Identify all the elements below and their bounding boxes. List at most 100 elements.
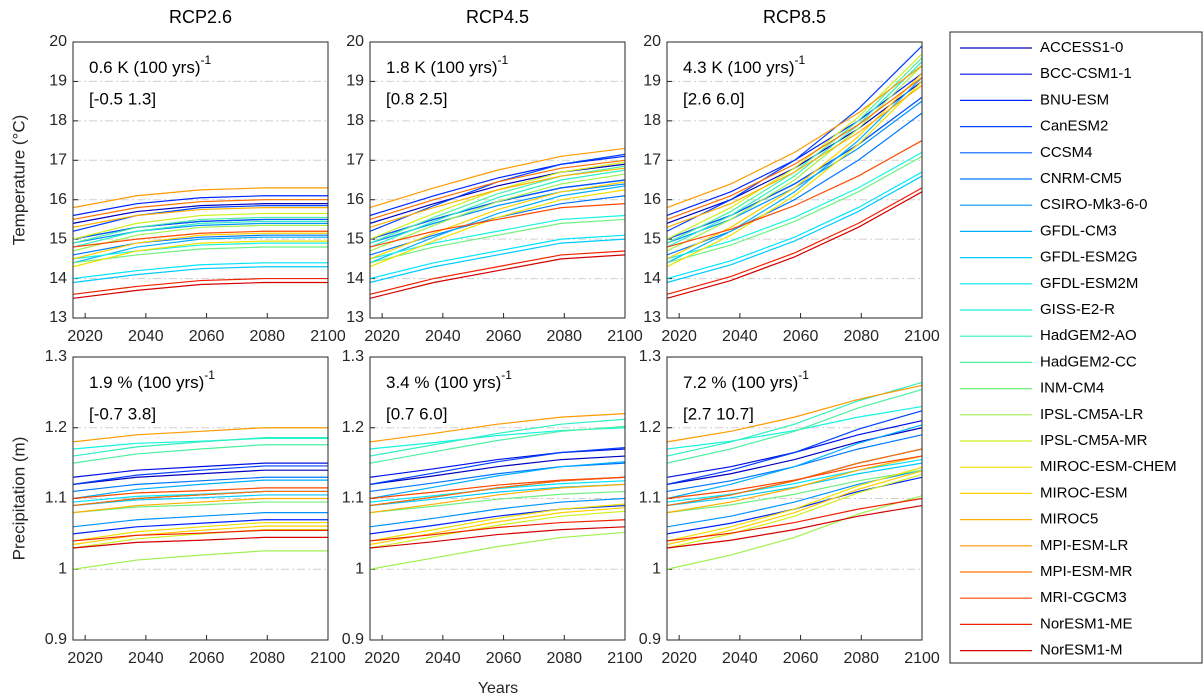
panel-title: RCP4.5	[466, 7, 529, 27]
y-tick-label: 16	[643, 191, 661, 208]
legend-label: MIROC-ESM-CHEM	[1040, 458, 1177, 475]
x-tick-label: 2020	[364, 650, 400, 667]
y-tick-label: 14	[643, 270, 661, 287]
series-line	[72, 494, 328, 507]
series-line	[72, 465, 328, 485]
annotation-sup: -1	[498, 53, 509, 67]
annotation: 1.8 K (100 yrs)-1	[386, 53, 508, 77]
y-tick-label: 17	[49, 152, 67, 169]
series-line	[72, 230, 328, 248]
y-tick-label: 1.3	[639, 348, 661, 365]
series-line	[666, 466, 923, 542]
series-line	[666, 151, 923, 260]
series-line	[666, 175, 923, 284]
series-line	[369, 185, 626, 264]
plot-area	[73, 42, 328, 318]
axes-box	[666, 356, 923, 641]
series-line	[369, 510, 626, 549]
legend-label: ACCESS1-0	[1040, 39, 1123, 56]
legend-label: CNRM-CM5	[1040, 170, 1122, 187]
series-line	[369, 418, 626, 457]
series-line	[72, 199, 328, 221]
x-tick-label: 2040	[128, 328, 164, 345]
y-tick-label: 13	[643, 309, 661, 326]
series-line	[72, 212, 328, 240]
y-tick-label: 1	[652, 560, 661, 577]
series-line	[666, 45, 923, 232]
y-axis-label: Temperature (°C)	[9, 115, 28, 246]
x-tick-label: 2020	[67, 650, 103, 667]
y-tick-label: 19	[346, 73, 364, 90]
annotation-text: 3.4 % (100 yrs)	[386, 373, 501, 392]
y-tick-label: 0.9	[45, 631, 67, 648]
annotation: 3.4 % (100 yrs)-1	[386, 368, 512, 392]
annotation-range: [0.8 2.5]	[386, 89, 447, 108]
annotation: 0.6 K (100 yrs)-1	[89, 53, 211, 77]
series-line	[666, 495, 923, 570]
x-tick-label: 2040	[425, 650, 461, 667]
series-line	[72, 462, 328, 478]
legend-label: GFDL-CM3	[1040, 222, 1117, 239]
series-line	[369, 189, 626, 268]
x-tick-label: 2020	[661, 650, 697, 667]
series-line	[72, 497, 328, 514]
x-tick-label: 2060	[783, 650, 819, 667]
series-line	[72, 536, 328, 549]
annotation-sup: -1	[501, 368, 512, 382]
series-line	[369, 497, 626, 528]
annotation-sup: -1	[204, 368, 215, 382]
legend-label: MIROC-ESM	[1040, 484, 1128, 501]
y-tick-label: 18	[49, 112, 67, 129]
series-line	[72, 427, 328, 443]
y-tick-label: 19	[49, 73, 67, 90]
annotation: 1.9 % (100 yrs)-1	[89, 368, 215, 392]
axes-box	[666, 41, 923, 319]
y-tick-label: 13	[346, 309, 364, 326]
axes-box	[72, 41, 329, 319]
series-line	[72, 240, 328, 268]
y-tick-label: 1.2	[639, 419, 661, 436]
legend-label: IPSL-CM5A-MR	[1040, 432, 1148, 449]
series-line	[72, 234, 328, 256]
series-line	[72, 236, 328, 264]
y-tick-label: 15	[346, 230, 364, 247]
series-line	[369, 455, 626, 485]
annotation: 7.2 % (100 yrs)-1	[683, 368, 809, 392]
legend-label: GFDL-ESM2M	[1040, 275, 1138, 292]
series-line	[72, 262, 328, 280]
y-tick-label: 18	[643, 112, 661, 129]
series-line	[72, 437, 328, 450]
series-line	[666, 187, 923, 295]
y-tick-label: 15	[643, 230, 661, 247]
series-line	[666, 405, 923, 450]
series-line	[666, 81, 923, 268]
series-line	[666, 455, 923, 514]
series-line	[72, 281, 328, 299]
series-line	[666, 469, 923, 514]
series-line	[72, 444, 328, 464]
series-line	[666, 410, 923, 485]
series-line	[72, 224, 328, 252]
series-line	[72, 487, 328, 500]
series-line	[72, 195, 328, 217]
axes-box	[369, 356, 626, 641]
annotation-range: [2.6 6.0]	[683, 89, 744, 108]
series-line	[72, 220, 328, 248]
y-tick-label: 0.9	[342, 631, 364, 648]
legend-label: BNU-ESM	[1040, 91, 1109, 108]
series-line	[666, 470, 923, 546]
series-line	[666, 65, 923, 209]
legend-label: CCSM4	[1040, 144, 1093, 161]
x-tick-label: 2100	[607, 328, 643, 345]
series-line	[666, 473, 923, 549]
series-line	[369, 425, 626, 464]
annotation-sup: -1	[795, 53, 806, 67]
y-tick-label: 20	[643, 33, 661, 50]
y-tick-label: 16	[49, 191, 67, 208]
series-line	[369, 218, 626, 264]
legend-label: INM-CM4	[1040, 380, 1104, 397]
x-tick-label: 2080	[546, 328, 582, 345]
y-tick-label: 18	[346, 112, 364, 129]
series-line	[72, 512, 328, 528]
